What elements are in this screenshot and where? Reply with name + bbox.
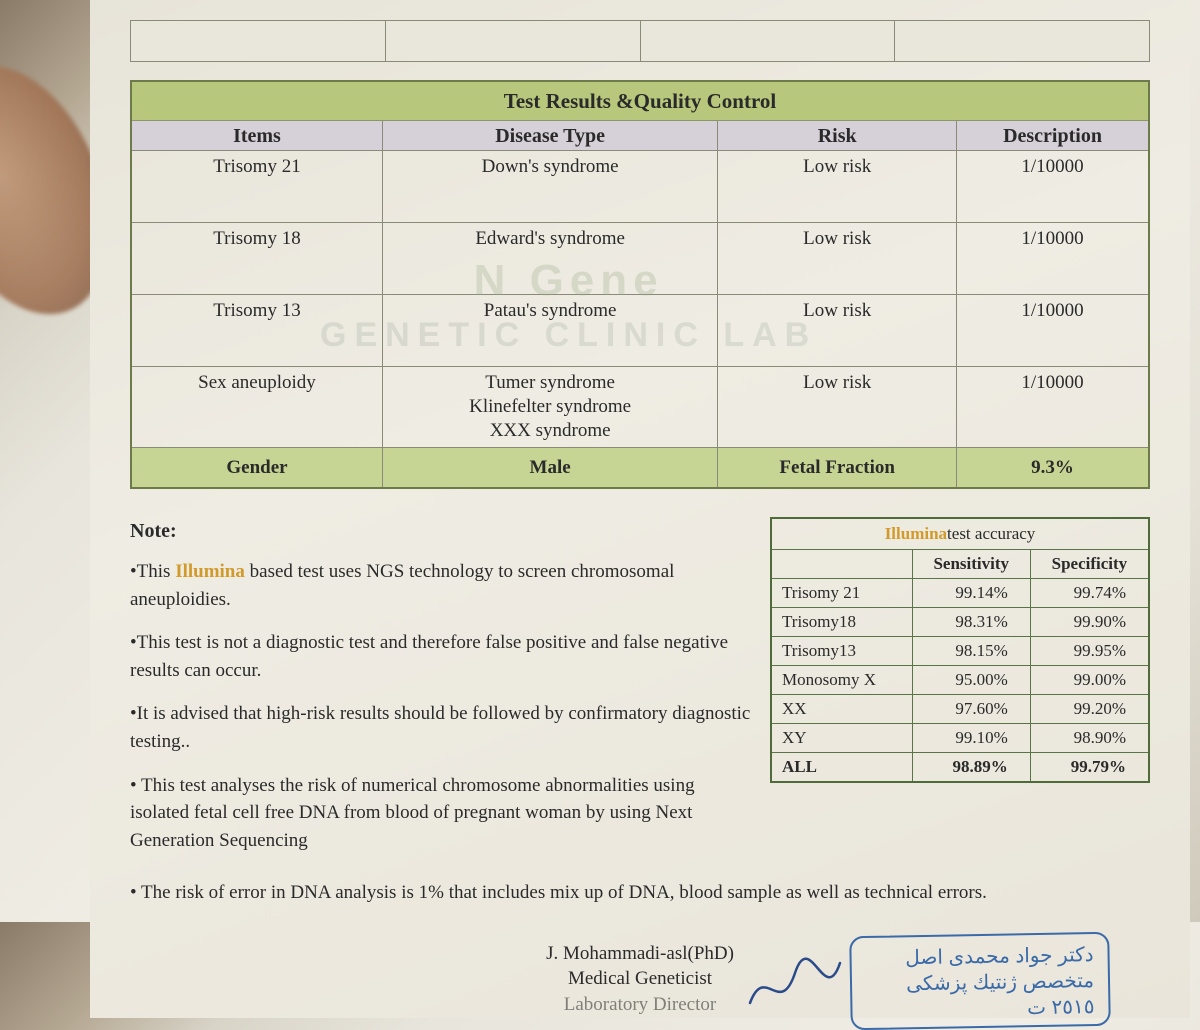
note-3: •It is advised that high-risk results sh… [130, 700, 752, 755]
results-row: Trisomy 18 Edward's syndrome Low risk 1/… [131, 223, 1149, 295]
col-risk: Risk [718, 121, 957, 151]
col-disease: Disease Type [382, 121, 717, 151]
note-1: •This Illumina based test uses NGS techn… [130, 558, 752, 613]
accuracy-row: Monosomy X95.00%99.00% [771, 666, 1149, 695]
accuracy-row: XX97.60%99.20% [771, 695, 1149, 724]
results-row: Trisomy 21 Down's syndrome Low risk 1/10… [131, 151, 1149, 223]
results-footer-row: Gender Male Fetal Fraction 9.3% [131, 447, 1149, 488]
accuracy-row: Trisomy1398.15%99.95% [771, 637, 1149, 666]
results-row: Trisomy 13 Patau's syndrome Low risk 1/1… [131, 295, 1149, 367]
col-desc: Description [957, 121, 1149, 151]
accuracy-row: XY99.10%98.90% [771, 724, 1149, 753]
results-row: Sex aneuploidy Tumer syndrome Klinefelte… [131, 367, 1149, 447]
stamp: دكتر جواد محمدى اصل متخصص ژنتيك پزشكى ٢٥… [849, 931, 1111, 1030]
document-page: N Gene GENETIC CLINIC LAB Test Results &… [90, 0, 1190, 1018]
accuracy-title: Illuminatest accuracy [771, 518, 1149, 550]
signature-scribble-icon [740, 948, 850, 1018]
accuracy-row: Trisomy 2199.14%99.74% [771, 579, 1149, 608]
empty-header-row [130, 20, 1150, 62]
notes-heading: Note: [130, 517, 752, 546]
notes-section: Note: •This Illumina based test uses NGS… [130, 517, 1150, 870]
notes-text: Note: •This Illumina based test uses NGS… [130, 517, 752, 870]
signature-text: J. Mohammadi-asl(PhD) Medical Geneticist… [546, 941, 734, 1018]
results-table: Test Results &Quality Control Items Dise… [130, 80, 1150, 489]
results-title: Test Results &Quality Control [131, 81, 1149, 121]
accuracy-table: Illuminatest accuracy Sensitivity Specif… [770, 517, 1150, 783]
brand-name: Illumina [175, 561, 245, 582]
col-items: Items [131, 121, 382, 151]
note-5: • The risk of error in DNA analysis is 1… [130, 880, 1150, 907]
accuracy-row: Trisomy1898.31%99.90% [771, 608, 1149, 637]
note-4: • This test analyses the risk of numeric… [130, 772, 752, 855]
accuracy-panel: Illuminatest accuracy Sensitivity Specif… [770, 517, 1150, 870]
note-2: •This test is not a diagnostic test and … [130, 629, 752, 684]
signature-area: J. Mohammadi-asl(PhD) Medical Geneticist… [130, 941, 1150, 1018]
accuracy-row-all: ALL98.89%99.79% [771, 753, 1149, 783]
